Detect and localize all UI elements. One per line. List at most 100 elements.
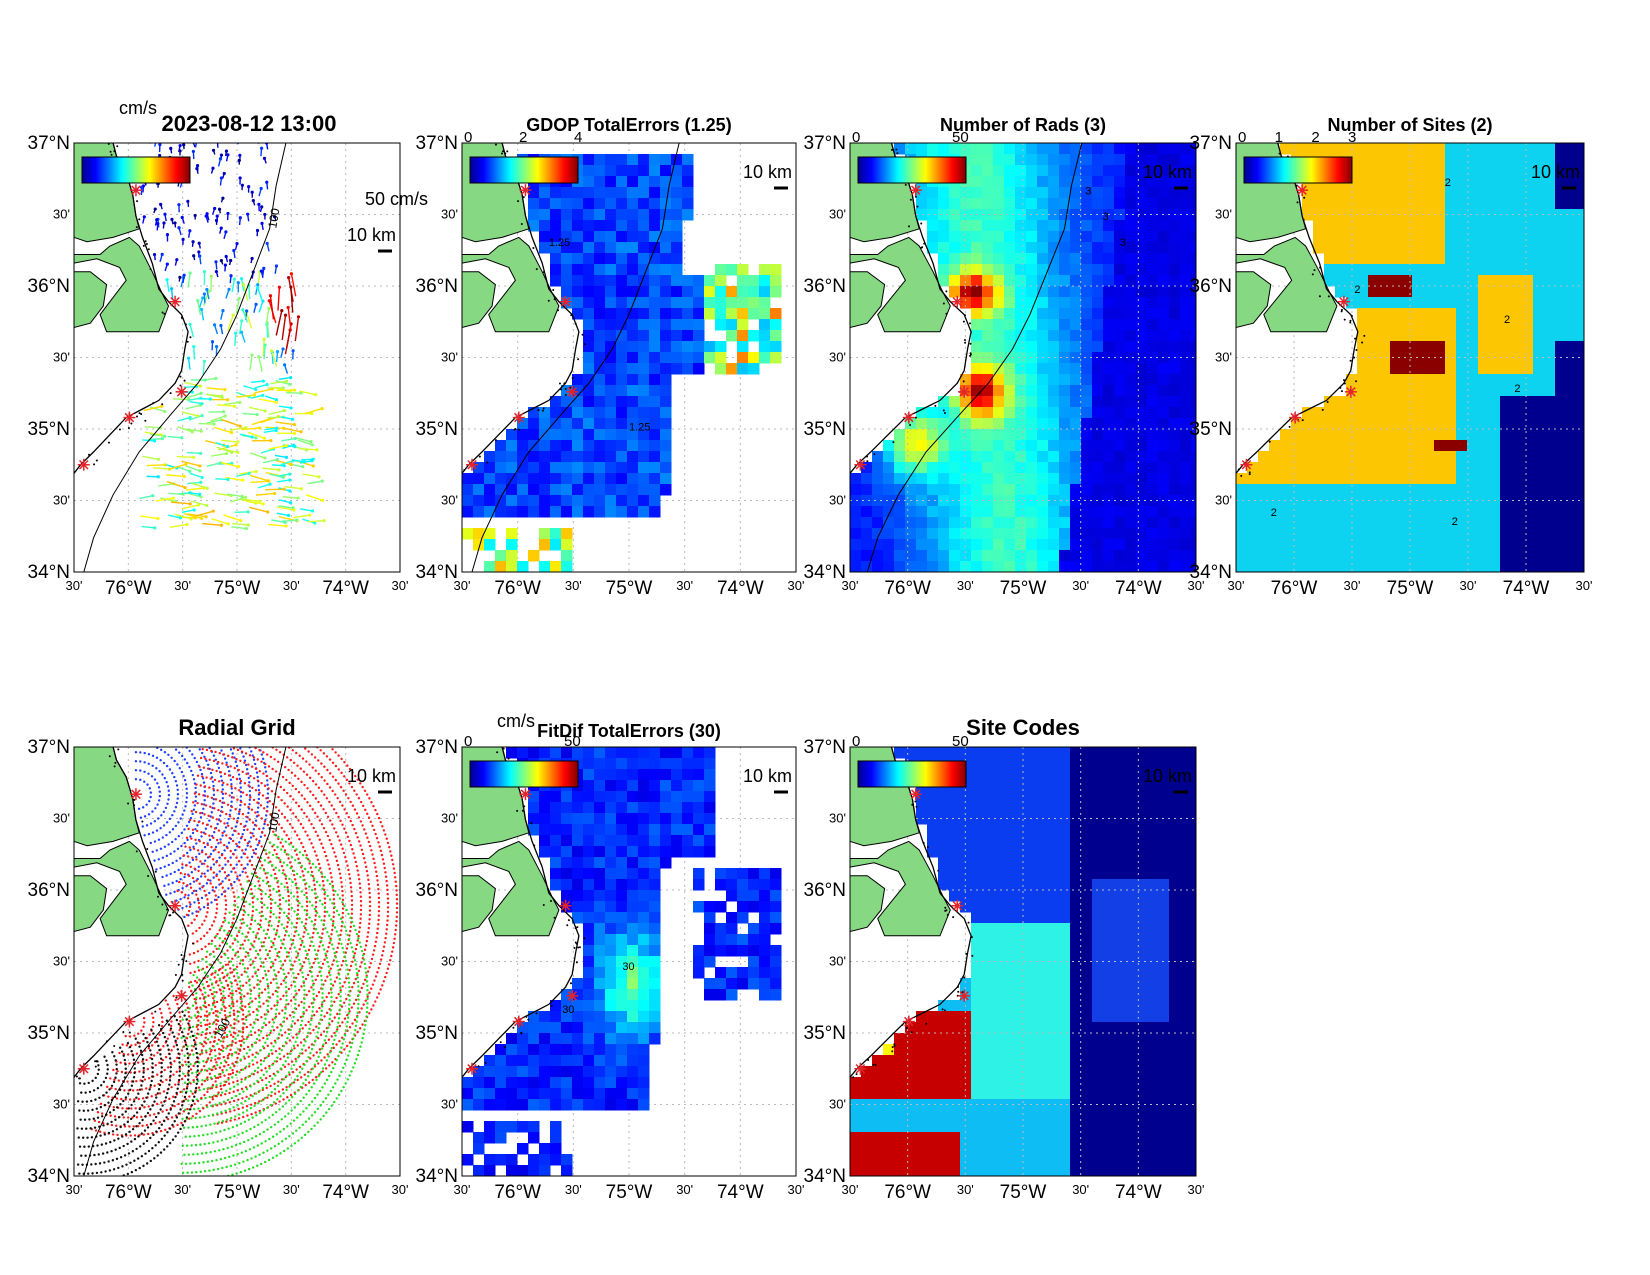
data-cell <box>726 319 738 331</box>
radial-grid-point <box>231 752 234 755</box>
radial-grid-point <box>231 921 234 925</box>
data-cell <box>616 363 628 375</box>
data-cell <box>1500 330 1512 342</box>
data-cell <box>1533 462 1545 474</box>
current-vector <box>188 414 203 421</box>
data-cell <box>528 187 540 199</box>
data-cell <box>1313 440 1325 452</box>
radial-grid-point <box>260 781 263 785</box>
data-cell <box>1004 451 1016 463</box>
radial-grid-point <box>154 807 157 810</box>
data-cell <box>1456 275 1468 287</box>
data-cell <box>1489 308 1501 320</box>
radial-grid-point <box>197 901 201 905</box>
data-cell <box>1313 561 1325 572</box>
data-cell <box>960 143 972 155</box>
radial-grid-point <box>306 858 310 861</box>
data-cell <box>583 165 595 177</box>
vector-head <box>311 464 316 468</box>
radial-grid-point <box>173 759 176 763</box>
radial-grid-point <box>220 925 223 928</box>
data-cell <box>1092 264 1104 276</box>
data-cell <box>748 330 760 342</box>
vector-head <box>265 321 269 325</box>
data-cell <box>1302 187 1314 199</box>
data-cell <box>1511 198 1523 210</box>
data-cell <box>1434 451 1446 463</box>
vector-head <box>211 166 215 170</box>
radial-grid-point <box>259 860 262 863</box>
data-cell <box>572 440 584 452</box>
radial-grid-point <box>202 862 206 866</box>
radial-grid-point <box>213 848 217 851</box>
data-cell <box>1357 165 1369 177</box>
data-cell <box>517 506 529 518</box>
shoreline-dot <box>962 320 965 323</box>
data-cell <box>1114 165 1126 177</box>
radial-grid-point <box>264 936 267 940</box>
data-cell <box>1500 539 1512 551</box>
colorbar-tick-label: 3 <box>1348 129 1356 146</box>
data-cell <box>1500 264 1512 276</box>
current-vector <box>274 454 287 459</box>
current-vector <box>276 512 289 517</box>
data-cell <box>1291 528 1303 540</box>
radial-grid-point <box>249 963 252 967</box>
data-cell <box>1566 396 1578 408</box>
radial-grid-point <box>272 962 275 965</box>
current-vector <box>215 478 229 481</box>
data-cell <box>1533 264 1545 276</box>
data-cell <box>1092 242 1104 254</box>
radial-grid-point <box>169 892 172 895</box>
data-cell <box>1346 286 1358 298</box>
data-cell <box>671 198 683 210</box>
data-cell <box>993 308 1005 320</box>
radial-grid-point <box>215 874 218 878</box>
data-cell <box>905 484 917 496</box>
data-cell <box>1048 198 1060 210</box>
data-cell <box>905 506 917 518</box>
radial-grid-point <box>193 901 196 904</box>
data-cell <box>649 396 661 408</box>
data-cell <box>872 550 884 562</box>
radial-grid-point <box>196 940 199 943</box>
data-cell <box>1566 198 1578 210</box>
data-cell <box>949 275 961 287</box>
data-cell <box>1335 253 1347 265</box>
radial-grid-point <box>219 814 222 817</box>
radial-grid-point <box>228 815 232 818</box>
data-cell <box>1412 363 1424 375</box>
data-cell <box>971 308 983 320</box>
radial-grid-point <box>268 800 271 803</box>
data-cell <box>1335 143 1347 155</box>
data-cell <box>1401 506 1413 518</box>
data-cell <box>561 440 573 452</box>
data-cell <box>627 484 639 496</box>
radial-grid-point <box>145 803 148 806</box>
site-marker <box>129 184 142 197</box>
current-vector <box>206 289 210 300</box>
radial-grid-point <box>253 762 257 766</box>
radial-grid-point <box>137 807 141 811</box>
data-cell <box>649 407 661 419</box>
data-cell <box>927 473 939 485</box>
data-cell <box>583 462 595 474</box>
radial-grid-point <box>241 943 244 946</box>
data-cell <box>1313 506 1325 518</box>
data-cell <box>594 429 606 441</box>
data-cell <box>1489 396 1501 408</box>
data-cell <box>1114 374 1126 386</box>
data-cell <box>1059 352 1071 364</box>
data-cell <box>1478 143 1490 155</box>
radial-grid-point <box>254 789 258 792</box>
data-cell <box>660 374 672 386</box>
data-cell <box>971 330 983 342</box>
data-cell <box>1258 517 1270 529</box>
data-cell <box>1302 550 1314 562</box>
radial-grid-point <box>185 787 188 791</box>
data-cell <box>960 561 972 572</box>
data-cell <box>1390 451 1402 463</box>
vector-head <box>269 439 273 443</box>
data-cell <box>1566 275 1578 287</box>
data-cell <box>982 374 994 386</box>
